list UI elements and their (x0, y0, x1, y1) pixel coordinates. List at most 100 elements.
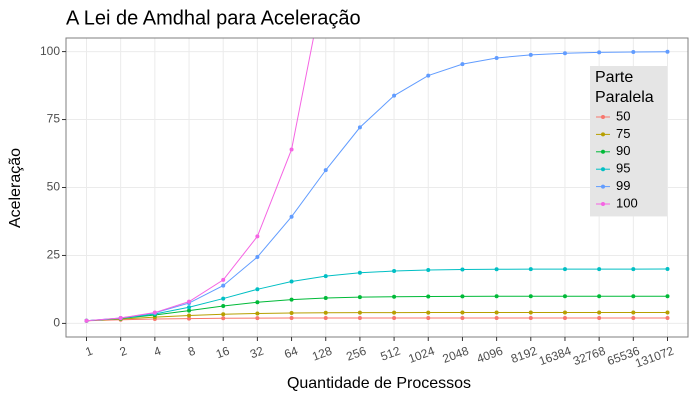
data-point (221, 296, 226, 301)
data-point (597, 267, 602, 272)
y-tick-label: 25 (47, 248, 61, 262)
legend: Parte Paralela 50 75 90 95 99 100 (590, 66, 667, 217)
data-point (426, 73, 431, 78)
data-point (631, 49, 636, 54)
data-point (665, 315, 670, 320)
data-point (255, 300, 260, 305)
series-line (86, 317, 668, 322)
legend-swatch (601, 115, 605, 119)
x-tick-label: 64 (282, 344, 300, 362)
data-point (426, 294, 431, 299)
data-point (357, 125, 362, 130)
data-point (597, 50, 602, 55)
legend-swatch (601, 167, 605, 172)
data-point (460, 62, 465, 67)
x-axis-title: Quantidade de Processos (287, 375, 471, 392)
data-point (665, 49, 670, 54)
data-point (631, 310, 636, 315)
data-point (187, 305, 192, 310)
legend-swatch (601, 132, 605, 137)
data-point (323, 316, 328, 321)
data-point (357, 310, 362, 315)
data-point (255, 234, 260, 239)
data-point (289, 316, 294, 321)
data-point (597, 310, 602, 315)
legend-swatch (601, 202, 605, 206)
data-point (665, 267, 670, 272)
data-point (289, 147, 294, 152)
data-point (494, 55, 499, 60)
data-point (118, 315, 123, 320)
series-line (86, 295, 668, 322)
x-tick-label: 1 (84, 344, 95, 360)
data-point (323, 274, 328, 279)
data-point (562, 294, 567, 299)
data-point (426, 315, 431, 320)
legend-label: 100 (616, 195, 638, 210)
data-point (665, 310, 670, 315)
data-point (323, 310, 328, 315)
data-point (289, 311, 294, 316)
data-point (392, 93, 397, 98)
data-point (631, 267, 636, 272)
data-point (528, 52, 533, 57)
data-point (357, 295, 362, 300)
data-point (494, 267, 499, 272)
data-point (152, 310, 157, 315)
data-point (323, 168, 328, 173)
data-point (221, 283, 226, 288)
data-point (84, 318, 89, 323)
data-point (528, 294, 533, 299)
x-tick-label: 256 (344, 344, 368, 364)
data-point (392, 269, 397, 274)
data-point (221, 312, 226, 317)
chart-title: A Lei de Amdhal para Aceleração (66, 7, 361, 29)
data-point (597, 294, 602, 299)
x-tick-label: 2 (118, 344, 129, 360)
data-point (460, 267, 465, 272)
legend-label: 90 (616, 143, 630, 158)
data-point (460, 310, 465, 315)
data-point (221, 277, 226, 282)
x-tick-label: 512 (379, 344, 403, 364)
data-point (528, 267, 533, 272)
y-tick-label: 75 (47, 112, 61, 126)
data-point (392, 310, 397, 315)
data-point (289, 297, 294, 302)
data-point (631, 294, 636, 299)
series-line (86, 51, 668, 322)
y-tick-label: 0 (53, 316, 60, 330)
data-point (494, 310, 499, 315)
legend-swatch (601, 184, 605, 189)
data-point (392, 315, 397, 320)
data-point (665, 294, 670, 299)
y-tick-label: 50 (47, 180, 61, 194)
data-point (597, 315, 602, 320)
data-point (255, 287, 260, 292)
data-point (426, 268, 431, 273)
data-point (187, 316, 192, 321)
legend-label: 75 (616, 126, 630, 141)
data-point (323, 296, 328, 301)
data-point (187, 299, 192, 304)
data-point (460, 294, 465, 299)
legend-title: Paralela (595, 89, 654, 106)
data-point (562, 267, 567, 272)
data-point (187, 313, 192, 318)
data-point (562, 51, 567, 56)
series-line (86, 38, 314, 322)
legend-label: 95 (616, 161, 630, 176)
data-point (357, 270, 362, 275)
y-axis-title: Aceleração (7, 148, 24, 228)
legend-label: 50 (616, 108, 630, 123)
data-point (460, 315, 465, 320)
data-point (528, 310, 533, 315)
series-line (86, 312, 668, 322)
plot-area (84, 38, 670, 323)
series-line (86, 268, 668, 322)
data-point (528, 315, 533, 320)
data-point (494, 315, 499, 320)
data-point (221, 304, 226, 309)
